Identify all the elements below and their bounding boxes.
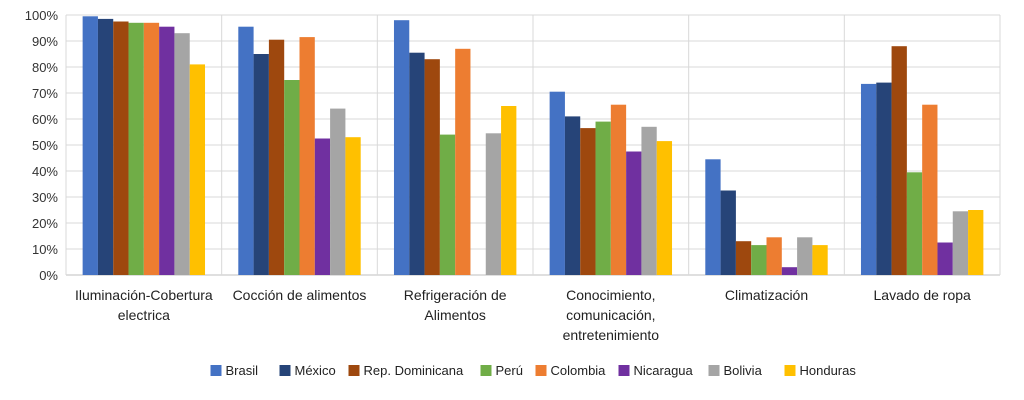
- bar-brasil-4: [705, 159, 721, 275]
- bar-nicaragua-1: [314, 138, 331, 275]
- legend-label: Rep. Dominicana: [364, 363, 464, 378]
- bar-per--4: [751, 245, 767, 275]
- bar-colombia-0: [143, 22, 160, 275]
- legend-label: México: [295, 363, 336, 378]
- bar-m-xico-0: [97, 18, 114, 276]
- bar-honduras-0: [189, 64, 206, 276]
- y-tick-label: 0%: [39, 268, 58, 283]
- bar-colombia-4: [766, 237, 782, 275]
- bar-nicaragua-3: [626, 151, 642, 275]
- y-tick-label: 90%: [32, 34, 58, 49]
- bar-m-xico-3: [564, 116, 581, 276]
- bar-honduras-4: [812, 245, 828, 275]
- category-label: comunicación,: [566, 307, 656, 323]
- y-tick-label: 10%: [32, 242, 58, 257]
- bar-colombia-3: [610, 104, 627, 275]
- bar-per--0: [128, 22, 144, 275]
- bar-m-xico-2: [409, 52, 425, 276]
- bar-per--1: [284, 80, 300, 275]
- y-tick-label: 70%: [32, 86, 58, 101]
- bar-colombia-2: [455, 48, 471, 275]
- category-label: Lavado de ropa: [874, 287, 972, 303]
- bar-per--2: [439, 134, 456, 275]
- legend-swatch: [784, 365, 796, 376]
- category-label: Alimentos: [424, 307, 485, 323]
- y-tick-label: 20%: [32, 216, 58, 231]
- legend-label: Perú: [496, 363, 523, 378]
- y-tick-label: 100%: [25, 8, 59, 23]
- bar-nicaragua-4: [781, 267, 798, 275]
- y-tick-label: 80%: [32, 60, 58, 75]
- y-tick-label: 50%: [32, 138, 58, 153]
- bar-bolivia-0: [174, 33, 190, 276]
- legend-label: Brasil: [226, 363, 259, 378]
- bar-bolivia-5: [952, 211, 969, 275]
- category-label: Refrigeración de: [404, 287, 507, 303]
- bar-per--5: [906, 172, 923, 275]
- category-label: Iluminación-Cobertura: [75, 287, 213, 303]
- bar-rep-dominicana-5: [891, 46, 907, 276]
- bar-bolivia-2: [485, 133, 502, 275]
- category-label: electrica: [118, 307, 170, 323]
- category-label: entretenimiento: [563, 327, 660, 343]
- legend-swatch: [480, 365, 492, 376]
- legend-label: Bolivia: [724, 363, 763, 378]
- legend-swatch: [348, 365, 360, 376]
- bar-m-xico-5: [876, 82, 892, 275]
- bar-honduras-3: [656, 141, 673, 275]
- bar-rep-dominicana-1: [268, 39, 285, 276]
- bar-bolivia-4: [797, 237, 813, 275]
- bar-rep-dominicana-3: [580, 128, 596, 275]
- y-tick-label: 30%: [32, 190, 58, 205]
- legend-swatch: [618, 365, 630, 376]
- bar-bolivia-3: [641, 126, 657, 275]
- legend-label: Colombia: [551, 363, 607, 378]
- bar-nicaragua-5: [937, 242, 953, 275]
- legend-swatch: [535, 365, 547, 376]
- legend-swatch: [279, 365, 291, 376]
- bar-brasil-3: [549, 91, 565, 275]
- y-tick-label: 40%: [32, 164, 58, 179]
- bar-brasil-5: [860, 83, 877, 276]
- bar-m-xico-1: [253, 54, 269, 275]
- bar-honduras-1: [345, 137, 361, 275]
- bar-rep-dominicana-2: [424, 59, 440, 276]
- bar-rep-dominicana-4: [735, 241, 752, 275]
- legend-label: Honduras: [800, 363, 857, 378]
- bar-nicaragua-0: [159, 26, 175, 276]
- bar-brasil-0: [82, 16, 98, 276]
- bar-bolivia-1: [330, 108, 346, 275]
- bar-per--3: [595, 121, 611, 275]
- bar-honduras-2: [501, 106, 517, 275]
- bar-colombia-1: [299, 37, 315, 275]
- bar-m-xico-4: [720, 190, 736, 275]
- y-tick-label: 60%: [32, 112, 58, 127]
- legend-label: Nicaragua: [634, 363, 694, 378]
- bar-colombia-5: [922, 104, 938, 275]
- category-label: Conocimiento,: [566, 287, 656, 303]
- bar-rep-dominicana-0: [113, 21, 129, 275]
- legend-swatch: [708, 365, 720, 376]
- bar-brasil-1: [238, 26, 254, 276]
- legend-swatch: [210, 365, 222, 376]
- bar-brasil-2: [393, 20, 410, 276]
- category-label: Cocción de alimentos: [233, 287, 367, 303]
- category-label: Climatización: [725, 287, 808, 303]
- bar-honduras-5: [968, 210, 984, 275]
